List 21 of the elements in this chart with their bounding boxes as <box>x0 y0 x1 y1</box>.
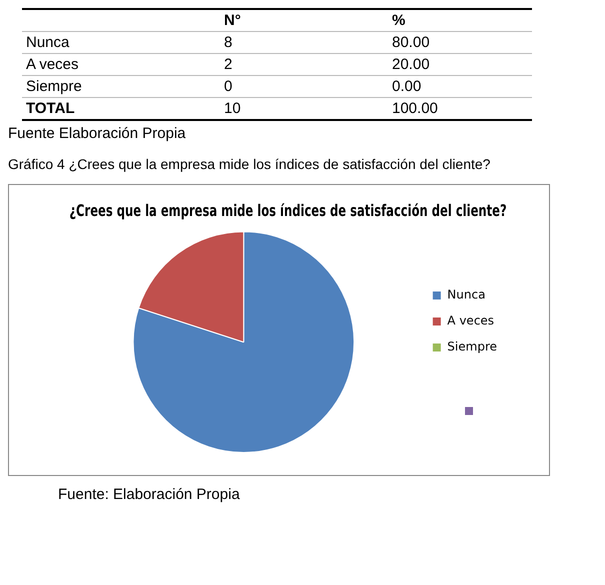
text: TOTAL <box>22 98 220 120</box>
data-label: 80.00 <box>388 32 532 54</box>
data-label: 0.00 <box>388 76 532 98</box>
legend-label: A veces <box>447 314 494 328</box>
category-label: Nunca <box>22 32 220 54</box>
legend-label: Siempre <box>447 340 498 354</box>
data-label: 2 <box>220 54 388 76</box>
text: 10 <box>224 100 241 117</box>
text: % <box>388 9 532 32</box>
source-note: Fuente: Elaboración Propia <box>58 486 241 503</box>
category-label: Siempre <box>22 76 220 98</box>
data-label: 0 <box>220 76 388 98</box>
text: Gráfico 4 ¿Crees que la empresa mide los índices de satisfacción del cliente? <box>8 156 492 172</box>
category-label: A veces <box>22 54 220 76</box>
data-label: 8 <box>220 32 388 54</box>
data-label: 20.00 <box>388 54 532 76</box>
text: N° <box>220 9 388 32</box>
legend-label: Nunca <box>447 288 486 302</box>
text: 100.00 <box>392 100 438 117</box>
chart-title: ¿Crees que la empresa mide los índices de satisfacción del cliente? <box>69 202 507 220</box>
source-note: Fuente Elaboración Propia <box>8 125 187 142</box>
